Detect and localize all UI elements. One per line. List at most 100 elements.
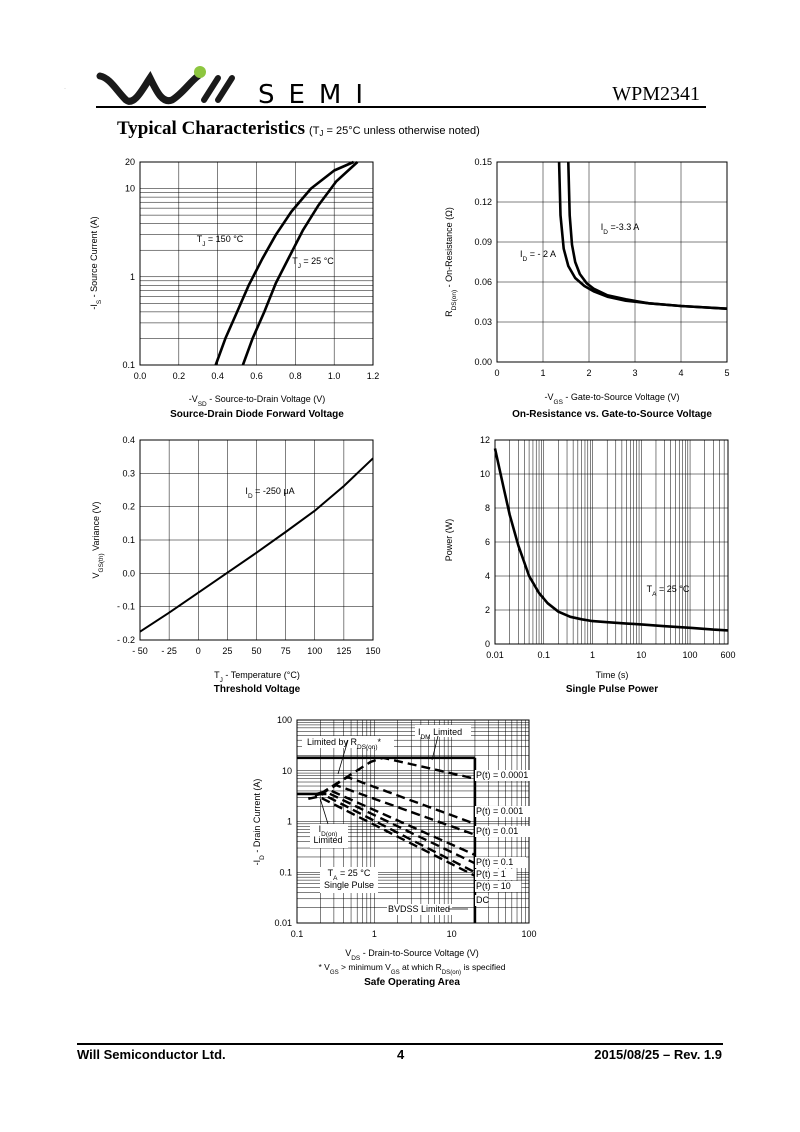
chart-single-pulse-power: 0.01 0.1 1 10 100 600 0 2 4 6 8 10 12 TA = 25 °C Time … — [444, 435, 736, 695]
annotation-bvdss: BVDSS Limited — [388, 904, 450, 914]
annotation-arrow — [337, 739, 349, 775]
x-tick-label: 0.8 — [289, 371, 302, 381]
x-tick-label: 0.4 — [211, 371, 224, 381]
y-tick-label: 10 — [282, 766, 292, 776]
x-tick-label: 100 — [521, 929, 536, 939]
x-tick-label: 0.2 — [173, 371, 186, 381]
x-tick-label: 0.1 — [291, 929, 304, 939]
section-title: Typical Characteristics (TJ = 25°C unless… — [117, 118, 480, 140]
series-line-id-3p3a — [567, 161, 728, 310]
series-label-5-bg — [475, 881, 522, 892]
y-tick-label: 1 — [287, 817, 292, 827]
will-semi-logo — [96, 66, 235, 105]
y-tick-label: 0.1 — [122, 535, 135, 545]
annotation-bvdss-bg — [387, 904, 453, 915]
y-tick-label: 12 — [480, 435, 490, 445]
header-rule — [96, 106, 706, 108]
x-tick-label: 1.2 — [367, 371, 380, 381]
annotation-arrow — [431, 735, 439, 761]
x-tick-label: 1.0 — [328, 371, 341, 381]
label-bg-idm — [415, 725, 471, 737]
logo-text: SEMI — [258, 80, 378, 110]
x-tick-label: 0 — [196, 646, 201, 656]
y-axis-title: -ID - Drain Current (A) — [252, 779, 266, 866]
annotation-single-pulse: Single Pulse — [324, 880, 374, 890]
annotation-idon-limited: Limited — [313, 835, 342, 845]
series-label-4-bg — [475, 869, 517, 880]
x-tick-label: 1 — [540, 368, 545, 378]
x-tick-label: 600 — [720, 650, 735, 660]
x-tick-label: 4 — [678, 368, 683, 378]
chart-title: Single Pulse Power — [566, 684, 658, 695]
y-tick-label: 2 — [485, 605, 490, 615]
y-tick-label: 0.4 — [122, 435, 135, 445]
x-axis-title: -VGS - Gate-to-Source Voltage (V) — [545, 392, 680, 406]
series-line-tj-25 — [241, 161, 359, 366]
series-label-4: P(t) = 1 — [476, 869, 506, 879]
y-axis-title: VGS(th) Variance (V) — [91, 502, 105, 579]
footer-company: Will Semiconductor Ltd. — [77, 1047, 226, 1062]
chart-title: Source-Drain Diode Forward Voltage — [170, 409, 344, 420]
y-axis-title: -IS - Source Current (A) — [89, 216, 103, 309]
x-tick-label: 3 — [632, 368, 637, 378]
annotation-tj-150: TJ = 150 °C — [197, 234, 244, 248]
series-line-p-t-1 — [316, 790, 476, 865]
annotation-tj-25: TJ = 25 °C — [292, 256, 334, 270]
x-tick-label: 0 — [494, 368, 499, 378]
chart-title: Threshold Voltage — [214, 684, 301, 695]
series-line-tj-150 — [214, 160, 355, 366]
y-tick-label: 0.15 — [474, 157, 492, 167]
y-tick-label: 0.09 — [474, 237, 492, 247]
series-label-5: P(t) = 10 — [476, 881, 511, 891]
series-line-p-t-0-001 — [319, 775, 476, 825]
plot-frame — [296, 719, 530, 924]
footer-date-revision: 2015/08/25 – Rev. 1.9 — [594, 1047, 722, 1062]
series-label-3-bg — [475, 857, 526, 868]
plot-frame — [139, 439, 374, 641]
annotation-idm-limited: IDM Limited — [418, 727, 462, 741]
y-tick-label: 0.3 — [122, 468, 135, 478]
annotation-id-3p3a: ID =-3.3 A — [601, 222, 639, 236]
y-tick-label: 0.03 — [474, 317, 492, 327]
y-tick-label: 8 — [485, 503, 490, 513]
footer-rule — [77, 1043, 723, 1045]
x-tick-label: 100 — [683, 650, 698, 660]
y-tick-label: 0.1 — [122, 360, 135, 370]
y-tick-label: 1 — [130, 272, 135, 282]
x-axis-title: Time (s) — [596, 670, 629, 680]
y-axis-title: Power (W) — [444, 519, 454, 562]
x-tick-label: 10 — [636, 650, 646, 660]
y-axis-title: RDS(on) - On-Resistance (Ω) — [444, 207, 458, 317]
x-tick-label: 125 — [336, 646, 351, 656]
plot-frame — [494, 439, 729, 645]
annotation-idon: ID(on) — [319, 824, 338, 838]
series-line-id-250ua — [139, 457, 374, 633]
label-bg-rds — [302, 736, 394, 748]
series-label-2: P(t) = 0.01 — [476, 826, 518, 836]
page-mark: · — [64, 86, 66, 92]
part-number: WPM2341 — [612, 83, 700, 105]
y-tick-label: 6 — [485, 537, 490, 547]
x-axis-title: VDS - Drain-to-Source Voltage (V) — [345, 948, 479, 962]
footnote: * VGS > minimum VGS at which RDS(on) is … — [318, 962, 505, 976]
section-title-text: Typical Characteristics — [117, 118, 306, 139]
y-tick-label: 0.0 — [122, 568, 135, 578]
y-tick-label: 0.12 — [474, 197, 492, 207]
y-tick-label: 0.00 — [474, 357, 492, 367]
annotation-arrow — [319, 797, 329, 825]
x-axis-title: TJ - Temperature (°C) — [214, 670, 300, 684]
annotation-ta-25: TA = 25 °C — [328, 868, 371, 882]
annotation-ta-25: TA = 25 °C — [647, 584, 690, 598]
x-tick-label: - 50 — [132, 646, 148, 656]
plot-frame — [496, 161, 728, 363]
x-tick-label: 5 — [724, 368, 729, 378]
x-tick-label: 25 — [222, 646, 232, 656]
y-tick-label: 0.1 — [279, 867, 292, 877]
label-bg-idon — [310, 824, 348, 848]
y-tick-label: 0.06 — [474, 277, 492, 287]
chart-threshold-voltage: - 50 - 25 0 25 50 75 100 125 150 - 0.2 - 0.1 0.0 0.1… — [91, 435, 381, 695]
annotation-id-2a: ID = - 2 A — [520, 249, 556, 263]
x-tick-label: 1 — [372, 929, 377, 939]
chart-diode-forward-voltage: 0.0 0.2 0.4 0.6 0.8 1.0 1.2 0.1 1 10 20 TJ = 150 °C… — [89, 157, 380, 420]
